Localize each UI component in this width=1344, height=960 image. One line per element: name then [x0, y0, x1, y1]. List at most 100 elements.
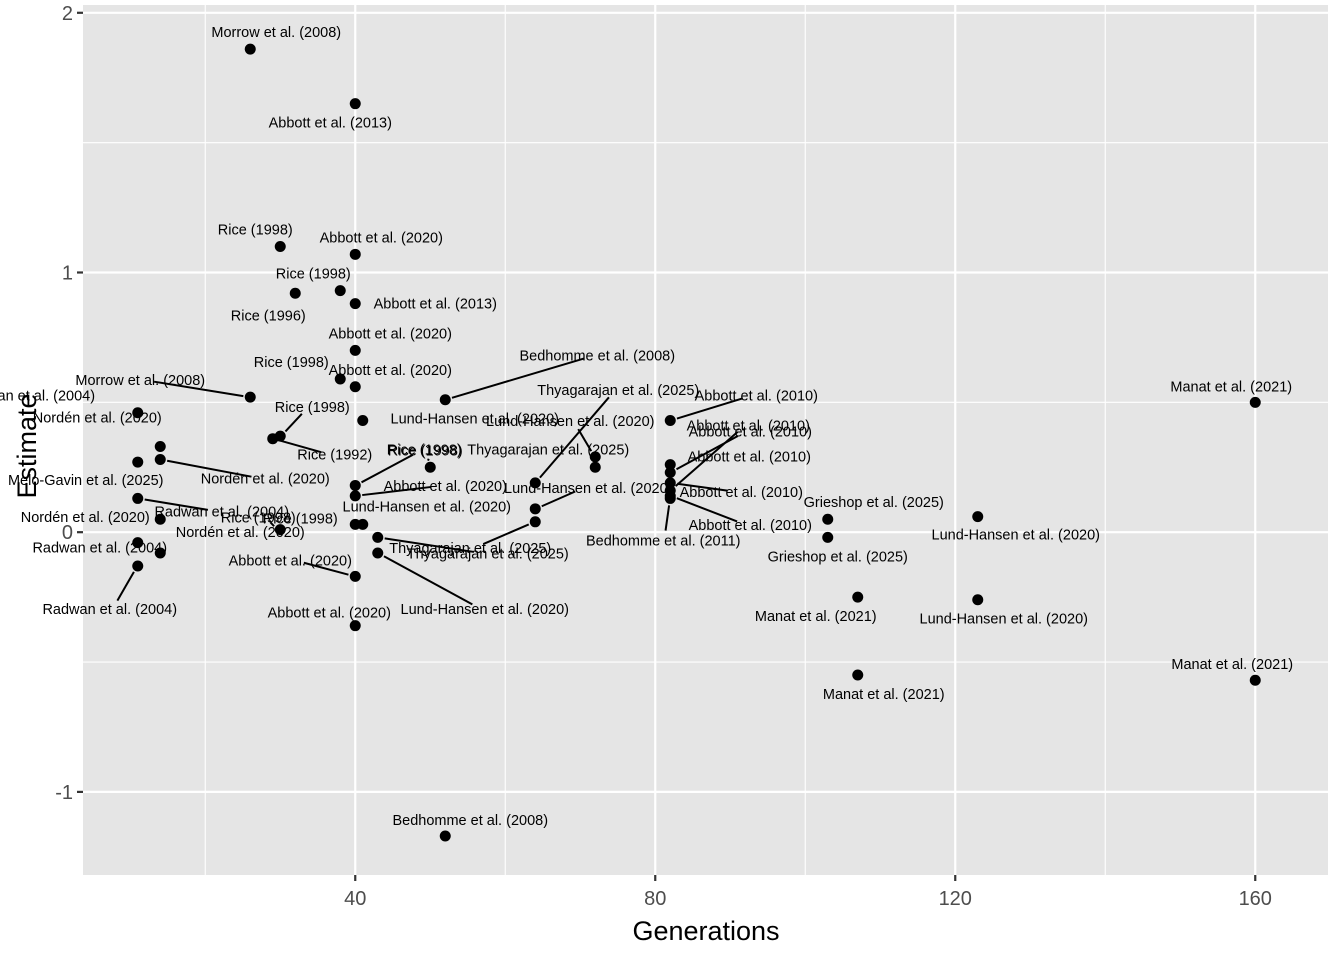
label-leader-lines — [116, 357, 744, 606]
label-leader-line — [303, 561, 349, 576]
point-label: Thyagarajan et al. (2025) — [467, 442, 629, 458]
data-point — [439, 394, 451, 406]
point-label: Melo-Gavin et al. (2025) — [8, 473, 164, 489]
point-label: Lund-Hansen et al. (2020) — [391, 412, 559, 428]
point-label: Radwan et al. (2004) — [0, 389, 95, 405]
data-point — [349, 479, 361, 491]
point-label: Grieshop et al. (2025) — [768, 549, 908, 565]
data-point — [589, 461, 601, 473]
data-point — [372, 547, 384, 559]
x-tick-label: 160 — [1239, 888, 1272, 910]
point-label: Abbott et al. (2020) — [329, 363, 452, 379]
point-label: Morrow et al. (2008) — [211, 25, 341, 41]
point-label: Rice (1998) — [275, 400, 350, 416]
data-point — [664, 459, 676, 471]
data-point — [349, 570, 361, 582]
label-leader-line — [284, 413, 303, 433]
data-point — [357, 415, 369, 427]
y-axis-title: Estimate — [12, 393, 42, 498]
data-point — [664, 415, 676, 427]
point-label: Abbott et al. (2010) — [680, 485, 803, 501]
point-label: Radwan et al. (2004) — [32, 541, 167, 557]
point-label: Thyagarajan et al. (2025) — [407, 546, 569, 562]
data-point — [664, 492, 676, 504]
point-label: Bedhomme et al. (2008) — [392, 813, 548, 829]
data-points — [132, 43, 1261, 842]
point-label: Abbott et al. (2013) — [374, 297, 497, 313]
label-leader-line — [383, 555, 473, 606]
y-axis: 2 1 0 -1 — [55, 3, 83, 804]
point-label: Radwan et al. (2004) — [154, 504, 289, 520]
label-leader-line — [677, 482, 728, 492]
point-label: Rice (1992) — [297, 448, 372, 464]
point-label: Nordén et al. (2020) — [176, 525, 305, 541]
data-point — [267, 433, 279, 445]
point-label: Abbott et al. (2020) — [229, 553, 352, 569]
label-leader-line — [269, 521, 275, 527]
label-leader-line — [541, 490, 576, 508]
data-point — [132, 537, 144, 549]
data-point — [334, 285, 346, 297]
point-label: Abbott et al. (2010) — [689, 518, 812, 534]
label-leader-line — [153, 380, 244, 398]
point-label: Rice (1998) — [276, 267, 351, 283]
point-label: Manat et al. (2021) — [823, 687, 945, 703]
point-label: Abbott et al. (2020) — [384, 479, 507, 495]
point-label: Abbott et al. (2013) — [269, 116, 392, 132]
point-label: Abbott et al. (2010) — [688, 450, 811, 466]
data-point — [349, 490, 361, 502]
label-leader-line — [384, 537, 475, 553]
minor-gridlines — [83, 5, 1328, 875]
data-point — [349, 98, 361, 110]
point-label: Radwan et al. (2004) — [42, 602, 177, 618]
label-leader-line — [577, 428, 593, 452]
point-label: Rice (1998) — [388, 443, 463, 459]
point-label: Nordén et al. (2020) — [201, 471, 330, 487]
x-tick-label: 120 — [939, 888, 972, 910]
point-label: Manat et al. (2021) — [1170, 379, 1292, 395]
label-leader-line — [362, 485, 432, 497]
data-point — [529, 503, 541, 515]
point-label: Nordén et al. (2020) — [21, 510, 150, 526]
data-point — [154, 453, 166, 465]
label-leader-line — [664, 505, 671, 531]
data-point — [244, 391, 256, 403]
data-point — [372, 531, 384, 543]
point-label: Bedhomme et al. (2011) — [586, 533, 740, 549]
data-point — [357, 518, 369, 530]
data-point — [132, 407, 144, 419]
point-label: Manat et al. (2021) — [755, 609, 877, 625]
label-leader-line — [144, 498, 209, 511]
point-label: Lund-Hansen et al. (2020) — [486, 414, 654, 430]
point-label: Manat et al. (2021) — [1171, 657, 1293, 673]
point-label: Thyagarajan et al. (2025) — [389, 541, 551, 557]
label-leader-line — [482, 523, 530, 546]
label-leader-line — [539, 396, 610, 479]
label-leader-line — [676, 397, 744, 420]
label-leader-line — [674, 431, 739, 487]
data-point — [822, 513, 834, 525]
label-leader-line — [279, 439, 322, 454]
point-label: Abbott et al. (2020) — [329, 326, 452, 342]
data-point — [1249, 674, 1261, 686]
data-point — [154, 440, 166, 452]
x-tick-label: 40 — [344, 888, 366, 910]
point-label: Abbott et al. (2020) — [320, 230, 443, 246]
data-point — [274, 241, 286, 253]
data-point — [589, 451, 601, 463]
y-tick-label: 0 — [62, 522, 73, 544]
label-leader-line — [116, 571, 135, 602]
point-label: Rice (1996) — [231, 308, 306, 324]
data-point — [132, 492, 144, 504]
data-point — [439, 830, 451, 842]
point-label: Morrow et al. (2008) — [75, 373, 205, 389]
data-point — [289, 287, 301, 299]
data-point — [349, 381, 361, 393]
point-label: Abbott et al. (2010) — [695, 389, 818, 405]
data-point — [132, 560, 144, 572]
label-leader-line — [451, 357, 585, 399]
point-labels: Morrow et al. (2008) Abbott et al. (2013)… — [0, 25, 1293, 829]
data-point — [664, 466, 676, 478]
data-point — [972, 594, 984, 606]
